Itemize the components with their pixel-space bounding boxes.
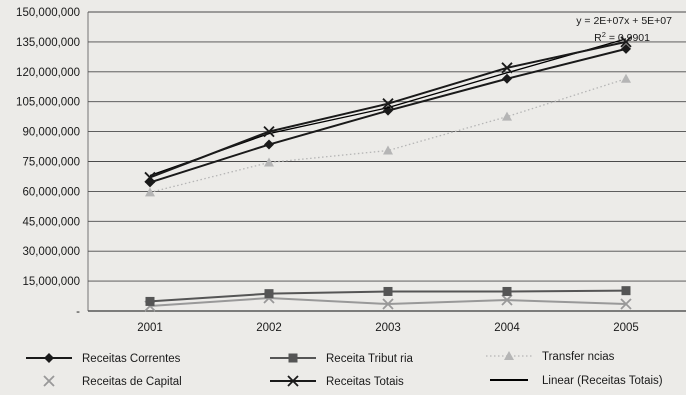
- series-5: [149, 38, 627, 177]
- y-tick-label: -: [76, 306, 80, 318]
- series-2: [145, 73, 631, 197]
- y-tick-label: 45,000,000: [22, 216, 80, 228]
- data-point: [144, 171, 156, 184]
- data-point: [383, 286, 393, 296]
- data-point: [287, 375, 299, 387]
- data-point: [264, 289, 274, 299]
- trend-r-squared: R2 = 0.9901: [594, 30, 650, 44]
- trend-equation: y = 2E+07x + 5E+07: [576, 15, 672, 27]
- series-line: [149, 38, 627, 177]
- series-0: [145, 43, 631, 188]
- legend: Receitas Correntes Receita Tribut ria Tran…: [26, 351, 663, 388]
- legend-item: Receita Tribut ria: [270, 353, 414, 365]
- series-layer: [144, 36, 632, 312]
- y-tick-label: 135,000,000: [16, 37, 80, 49]
- data-point: [145, 187, 155, 197]
- data-point: [264, 157, 274, 167]
- grid-layer: [87, 11, 686, 312]
- data-point: [502, 73, 512, 84]
- x-tick-label: 2005: [613, 322, 639, 334]
- legend-label: Receitas de Capital: [82, 376, 182, 388]
- data-point: [264, 139, 274, 150]
- data-point: [288, 353, 298, 363]
- series-1: [145, 286, 631, 306]
- y-tick-label: 15,000,000: [22, 276, 80, 288]
- y-axis-ticks: - 15,000,000 30,000,000 45,000,000 60,000,00…: [16, 7, 80, 318]
- data-point: [504, 351, 514, 360]
- data-point: [502, 111, 512, 121]
- trendline-annotation: y = 2E+07x + 5E+07 R2 = 0.9901: [576, 15, 672, 44]
- data-point: [382, 298, 394, 310]
- data-point: [620, 36, 632, 48]
- data-point: [621, 286, 631, 296]
- data-point: [621, 43, 631, 54]
- legend-item: Receitas Correntes: [26, 353, 181, 365]
- data-point: [621, 73, 631, 83]
- y-tick-label: 90,000,000: [22, 127, 80, 139]
- data-point: [145, 296, 155, 306]
- y-tick-label: 150,000,000: [16, 7, 80, 19]
- data-point: [145, 177, 155, 188]
- y-tick-label: 75,000,000: [22, 157, 80, 169]
- data-point: [44, 353, 54, 363]
- x-tick-label: 2003: [375, 322, 401, 334]
- data-point: [502, 286, 512, 296]
- legend-item: Linear (Receitas Totais): [490, 375, 663, 387]
- legend-label: Receita Tribut ria: [326, 353, 414, 365]
- legend-label: Linear (Receitas Totais): [542, 375, 663, 387]
- x-axis-ticks: 2001 2002 2003 2004 2005: [137, 322, 639, 334]
- legend-item: Transfer ncias: [486, 351, 615, 363]
- series-line: [149, 78, 627, 194]
- legend-item: Receitas Totais: [270, 375, 404, 388]
- y-tick-label: 120,000,000: [16, 67, 80, 79]
- x-tick-label: 2002: [256, 322, 282, 334]
- x-tick-label: 2001: [137, 322, 163, 334]
- data-point: [382, 98, 394, 110]
- y-tick-label: 105,000,000: [16, 97, 80, 109]
- legend-label: Receitas Correntes: [82, 353, 181, 365]
- series-4: [144, 36, 632, 184]
- data-point: [501, 294, 513, 306]
- data-point: [263, 125, 275, 138]
- r2-superscript: 2: [602, 30, 606, 39]
- x-tick-label: 2004: [494, 322, 520, 334]
- r2-value: = 0.9901: [606, 32, 650, 44]
- data-point: [43, 375, 55, 387]
- data-point: [501, 62, 513, 74]
- data-point: [620, 298, 632, 310]
- legend-item: Receitas de Capital: [43, 375, 182, 388]
- y-tick-label: 30,000,000: [22, 246, 80, 258]
- legend-label: Receitas Totais: [326, 376, 404, 388]
- legend-label: Transfer ncias: [542, 351, 615, 363]
- data-point: [383, 145, 393, 155]
- r2-label: R: [594, 32, 602, 44]
- y-tick-label: 60,000,000: [22, 186, 80, 198]
